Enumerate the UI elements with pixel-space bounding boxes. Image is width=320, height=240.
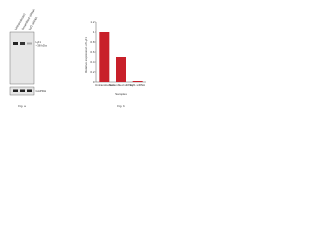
caption: Fig. b [117,104,125,108]
y-tick-label: 0.4 [90,60,95,64]
band [13,89,18,92]
band [27,89,32,92]
x-tick-label: Scrambled siRNA [109,83,133,87]
band [20,42,25,45]
caption: Fig. a [18,104,26,108]
x-tick-label: Lyl1 siRNA [130,83,145,87]
bar [132,81,143,82]
x-tick-label: Untransfected [95,83,114,87]
y-tick-label: 1 [93,30,95,34]
x-axis-label: Samples [115,92,127,96]
y-tick-label: 0.2 [90,70,95,74]
lane-label: Lyl1 siRNA [28,16,39,31]
bar [116,57,126,82]
band [27,42,32,45]
y-tick-label: 0 [93,80,95,84]
band-label: ~38 kDa [36,43,48,47]
y-tick-label: 0.6 [90,50,95,54]
y-tick-label: 1.2 [90,20,95,24]
y-tick-label: 0.8 [90,40,95,44]
band [13,42,18,45]
blot-membrane [9,31,35,85]
figure: Untransfected Scrambled siRNA Lyl1 siRNA… [0,0,150,115]
bar [99,32,110,82]
band-label: GAPDH [36,89,47,93]
band [20,89,25,92]
band-label: Lyl1 [36,40,42,44]
y-axis-label: Relative expression of Lyl1 [84,37,88,73]
